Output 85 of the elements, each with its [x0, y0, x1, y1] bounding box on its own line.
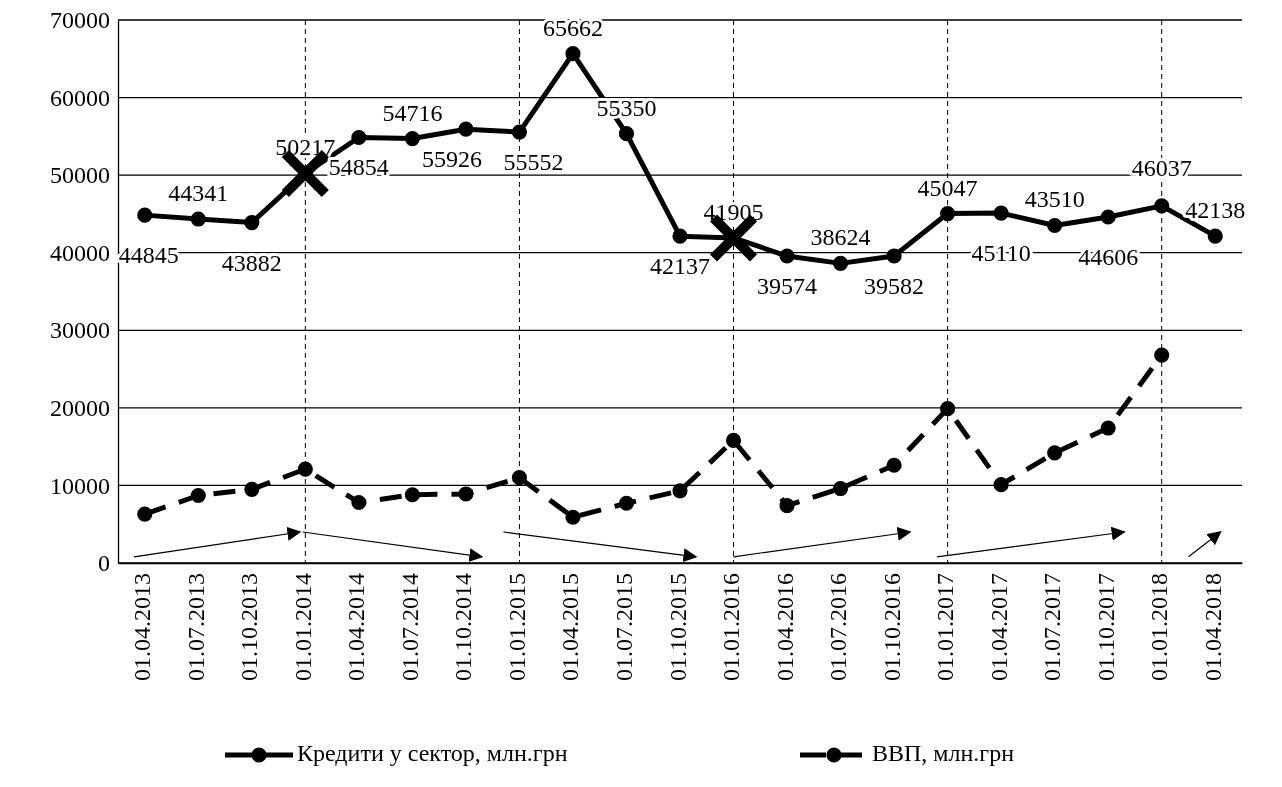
y-tick-label: 20000 — [50, 395, 110, 422]
point — [833, 480, 849, 497]
data-label: 45047 — [917, 174, 978, 201]
point — [618, 495, 635, 511]
point — [672, 228, 688, 244]
x-tick-label: 01.10.2017 — [1092, 573, 1119, 681]
data-label: 38624 — [810, 224, 871, 251]
point — [351, 494, 367, 511]
point — [297, 461, 313, 477]
x-tick-label: 01.07.2016 — [825, 573, 852, 681]
point — [779, 248, 795, 264]
point — [886, 457, 902, 473]
point — [511, 470, 527, 486]
point — [565, 46, 581, 62]
x-tick-label: 01.04.2014 — [343, 573, 370, 681]
y-tick-label: 50000 — [50, 162, 110, 189]
point — [1100, 420, 1116, 436]
point — [458, 121, 474, 137]
x-tick-label: 01.04.2017 — [985, 573, 1012, 681]
point — [351, 129, 367, 146]
point — [1154, 347, 1170, 363]
x-tick-label: 01.10.2013 — [236, 573, 263, 681]
point — [1154, 198, 1170, 214]
point — [993, 205, 1009, 221]
data-label: 65662 — [542, 14, 603, 41]
point — [565, 509, 581, 525]
data-label: 55552 — [503, 149, 564, 176]
point — [940, 401, 956, 417]
point — [993, 477, 1009, 493]
point — [458, 486, 474, 502]
x-tick-label: 01.07.2014 — [396, 573, 423, 681]
data-label: 43510 — [1024, 186, 1085, 213]
data-label: 55926 — [421, 146, 482, 173]
x-tick-label: 01.07.2017 — [1039, 573, 1066, 681]
point — [190, 487, 206, 504]
y-tick-label: 60000 — [50, 84, 110, 111]
point — [833, 255, 849, 271]
x-tick-label: 01.01.2016 — [718, 573, 745, 681]
point — [1047, 217, 1063, 234]
data-label: 46037 — [1131, 154, 1192, 181]
point — [137, 506, 153, 522]
point — [244, 215, 260, 231]
point — [618, 126, 635, 142]
data-label: 42138 — [1185, 197, 1246, 224]
x-tick-label: 01.10.2016 — [878, 573, 905, 681]
point — [511, 124, 527, 140]
point — [404, 131, 420, 147]
x-tick-label: 01.07.2013 — [182, 573, 209, 681]
point — [1100, 209, 1116, 225]
data-label: 42137 — [650, 253, 710, 280]
x-tick-label: 01.07.2015 — [610, 573, 637, 681]
data-label: 43882 — [221, 249, 282, 276]
point — [244, 481, 260, 497]
point — [886, 248, 902, 264]
x-tick-label: 01.10.2014 — [450, 573, 477, 681]
y-tick-label: 0 — [98, 550, 110, 577]
legend-label: ВВП, млн.грн — [872, 739, 1015, 766]
data-label: 44341 — [168, 180, 229, 207]
legend-label: Кредити у сектор, млн.грн — [297, 739, 568, 766]
x-tick-label: 01.01.2015 — [503, 573, 530, 681]
point — [137, 207, 153, 223]
point — [940, 206, 956, 222]
x-tick-label: 01.04.2013 — [129, 573, 156, 681]
x-tick-label: 01.01.2017 — [932, 573, 959, 681]
point — [725, 432, 742, 448]
x-tick-label: 01.04.2016 — [771, 573, 798, 681]
point — [1047, 445, 1063, 461]
y-tick-label: 30000 — [50, 317, 110, 344]
point — [1207, 228, 1223, 244]
data-label: 39582 — [864, 272, 925, 299]
point — [672, 483, 688, 499]
y-tick-label: 70000 — [50, 7, 110, 34]
data-label: 54716 — [382, 99, 443, 126]
point — [190, 211, 206, 227]
x-tick-label: 01.04.2015 — [557, 573, 584, 681]
x-tick-label: 01.01.2014 — [289, 573, 316, 681]
y-tick-label: 40000 — [50, 239, 110, 266]
x-tick-label: 01.01.2018 — [1146, 573, 1173, 681]
point — [404, 487, 420, 503]
x-tick-label: 01.04.2018 — [1199, 573, 1226, 681]
point — [779, 498, 795, 514]
y-tick-label: 10000 — [50, 472, 110, 499]
data-label: 39574 — [757, 273, 818, 300]
data-label: 41905 — [703, 198, 764, 225]
x-tick-label: 01.10.2015 — [664, 573, 691, 681]
